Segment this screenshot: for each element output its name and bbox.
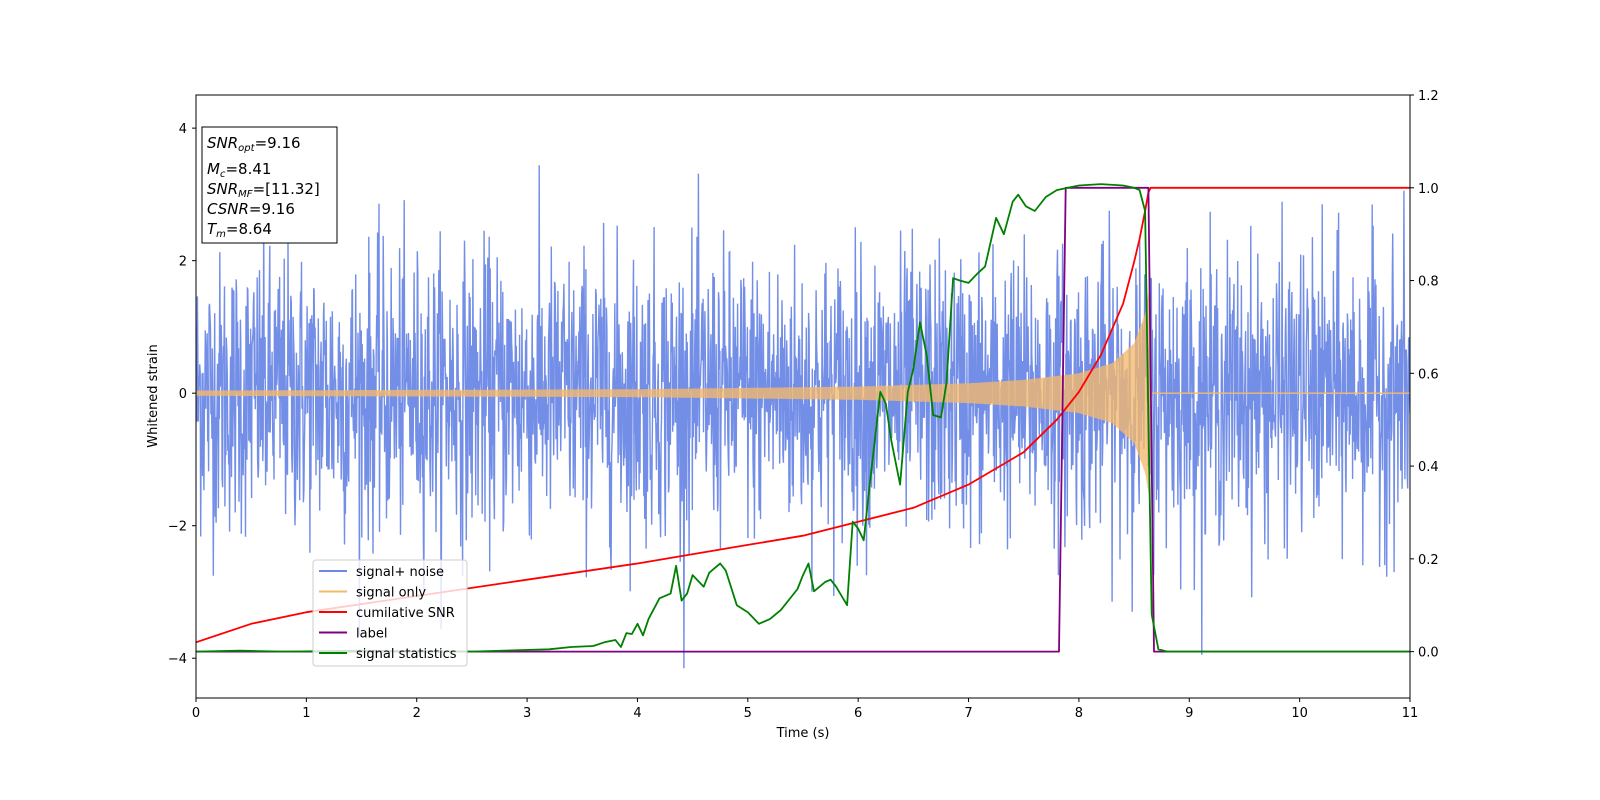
x-tick-label: 5 <box>744 706 752 721</box>
line-signal-noise <box>196 165 1410 669</box>
legend: signal+ noise signal only cumilative SNR la… <box>312 559 468 667</box>
x-axis-label: Time (s) <box>776 726 830 741</box>
plot-area <box>196 165 1410 669</box>
x-tick-label: 9 <box>1185 706 1193 721</box>
series-signal-only <box>196 290 1410 496</box>
y-tick-label: −4 <box>168 652 187 667</box>
y-tick-label: 0 <box>179 387 187 402</box>
y2-tick-label: 1.0 <box>1418 182 1439 197</box>
legend-label: cumilative SNR <box>356 606 455 621</box>
y-tick-label: 2 <box>179 255 187 270</box>
x-tick-label: 0 <box>192 706 200 721</box>
legend-label: signal+ noise <box>356 565 444 580</box>
x-tick-label: 6 <box>854 706 862 721</box>
area-signal-only <box>196 290 1410 496</box>
y2-tick-label: 0.4 <box>1418 460 1439 475</box>
x-tick-label: 7 <box>964 706 972 721</box>
stats-tm: Tm=8.64 <box>207 220 272 240</box>
y2-tick-label: 0.8 <box>1418 275 1439 290</box>
legend-label: label <box>356 627 387 642</box>
y-axis-label: Whitened strain <box>146 344 161 447</box>
x-tick-label: 2 <box>413 706 421 721</box>
stats-snr-mf: SNRMF=[11.32] <box>207 180 320 200</box>
y-axis-right: 0.0 0.2 0.4 0.6 0.8 1.0 1.2 <box>1410 89 1439 661</box>
y-axis-left: −4 −2 0 2 4 <box>168 122 196 667</box>
line-signal-statistics <box>196 183 1410 653</box>
y2-tick-label: 0.0 <box>1418 646 1439 661</box>
y2-tick-label: 0.2 <box>1418 553 1439 568</box>
legend-label: signal statistics <box>356 647 457 662</box>
x-tick-label: 3 <box>523 706 531 721</box>
y2-tick-label: 0.6 <box>1418 367 1439 382</box>
stats-box-frame <box>201 126 338 244</box>
y2-tick-label: 1.2 <box>1418 89 1439 104</box>
y-tick-label: 4 <box>179 122 187 137</box>
x-tick-label: 11 <box>1402 706 1419 721</box>
x-tick-label: 1 <box>302 706 310 721</box>
series-lines <box>196 183 1410 653</box>
stats-snr-opt: SNRopt=9.16 <box>207 134 301 154</box>
x-tick-label: 8 <box>1075 706 1083 721</box>
legend-frame <box>312 559 468 667</box>
stats-csnr: CSNR=9.16 <box>207 200 295 218</box>
line-cumilative-snr <box>196 186 1410 644</box>
stats-box: SNRopt=9.16 Mc=8.41 SNRMF=[11.32] CSNR=9… <box>201 126 338 244</box>
series-signal-noise <box>196 165 1410 669</box>
x-axis: 0 1 2 3 4 5 6 7 8 9 10 11 <box>192 698 1418 721</box>
x-tick-label: 10 <box>1291 706 1308 721</box>
x-tick-label: 4 <box>633 706 641 721</box>
plot-frame <box>195 94 1411 699</box>
legend-label: signal only <box>356 586 426 601</box>
y-tick-label: −2 <box>168 520 187 535</box>
stats-mc: Mc=8.41 <box>207 160 271 180</box>
